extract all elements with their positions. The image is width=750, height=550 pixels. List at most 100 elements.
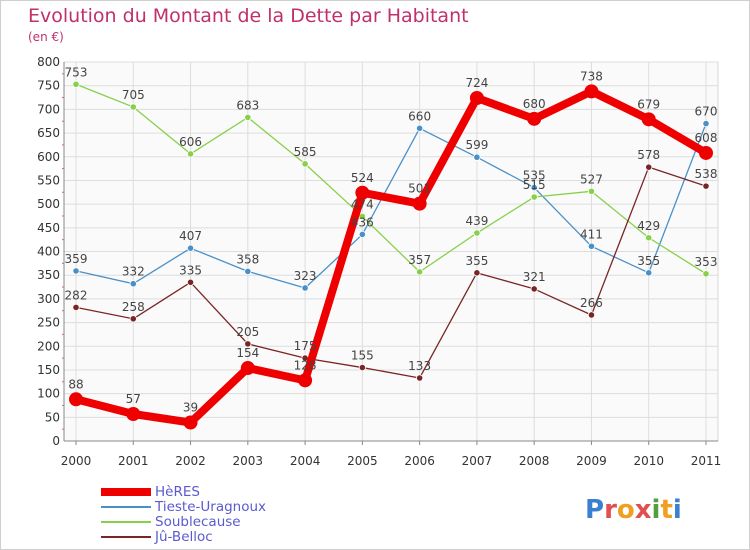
- y-tick-label: 350: [37, 268, 60, 282]
- data-label: 429: [637, 219, 660, 233]
- series-line-jû-belloc: [75, 166, 707, 379]
- data-point: [244, 113, 252, 122]
- data-point: [645, 269, 653, 277]
- data-point: [473, 229, 481, 237]
- data-point: [298, 373, 313, 388]
- data-point: [72, 80, 80, 88]
- legend-label: Jû-Belloc: [155, 529, 213, 545]
- data-point: [129, 280, 137, 288]
- data-label: 705: [122, 88, 145, 102]
- x-tick-label: 2009: [576, 454, 607, 468]
- data-point: [186, 244, 195, 252]
- legend-label: HèRES: [155, 484, 200, 500]
- data-point: [416, 268, 424, 276]
- legend-swatch: [101, 536, 151, 538]
- data-label: 578: [637, 148, 660, 162]
- data-label: 323: [294, 269, 317, 283]
- x-tick-label: 2004: [290, 454, 321, 468]
- data-label: 738: [580, 69, 603, 83]
- logo-letter: t: [660, 495, 673, 525]
- logo-letter: P: [585, 495, 605, 525]
- data-label: 585: [294, 145, 317, 159]
- data-label: 355: [465, 254, 488, 268]
- data-point: [244, 340, 252, 348]
- data-point: [702, 119, 710, 128]
- data-point: [645, 234, 653, 242]
- y-tick-label: 400: [37, 245, 60, 259]
- data-label: 355: [637, 254, 660, 268]
- data-label: 501: [408, 182, 431, 196]
- data-label: 154: [236, 346, 259, 360]
- series-line-soublecause: [75, 83, 707, 275]
- data-label: 606: [179, 135, 202, 149]
- x-tick-label: 2000: [61, 454, 92, 468]
- data-point: [527, 111, 542, 126]
- data-point: [641, 112, 656, 127]
- y-tick-label: 200: [37, 339, 60, 353]
- data-label: 358: [236, 252, 259, 266]
- y-tick-label: 550: [37, 173, 60, 187]
- data-point: [530, 285, 538, 293]
- data-point: [530, 183, 538, 192]
- legend-item: Tieste-Uragnoux: [101, 499, 361, 515]
- x-tick-label: 2003: [233, 454, 264, 468]
- data-label: 474: [351, 197, 374, 211]
- data-point: [129, 315, 137, 323]
- logo-letter: r: [604, 495, 617, 525]
- x-tick-label: 2005: [347, 454, 378, 468]
- data-label: 357: [408, 253, 431, 267]
- data-point: [301, 160, 309, 168]
- data-label: 439: [465, 214, 488, 228]
- data-label: 321: [523, 270, 546, 284]
- data-point: [358, 230, 366, 239]
- data-label: 527: [580, 172, 603, 186]
- data-point: [645, 163, 653, 171]
- data-point: [473, 153, 481, 161]
- data-point: [186, 150, 195, 158]
- data-point: [355, 185, 370, 200]
- x-tick-label: 2002: [175, 454, 206, 468]
- data-label: 266: [580, 296, 603, 310]
- data-point: [699, 145, 713, 160]
- y-tick-label: 800: [37, 55, 60, 69]
- data-point: [301, 284, 309, 292]
- data-label: 515: [523, 178, 546, 192]
- chart-title: Evolution du Montant de la Dette par Hab…: [28, 5, 469, 27]
- y-tick-label: 700: [37, 102, 60, 116]
- logo-letter: o: [616, 495, 635, 525]
- legend-swatch: [101, 506, 151, 508]
- legend-item: Jû-Belloc: [101, 529, 361, 545]
- data-label: 524: [351, 171, 374, 185]
- x-tick-label: 2006: [404, 454, 435, 468]
- legend-swatch: [101, 488, 151, 496]
- y-tick-label: 650: [37, 126, 60, 140]
- data-label: 128: [294, 358, 317, 372]
- data-label: 359: [65, 252, 88, 266]
- y-tick-label: 150: [37, 363, 60, 377]
- logo-letter: i: [672, 495, 682, 525]
- data-label: 608: [695, 131, 718, 145]
- legend-item: Soublecause: [101, 514, 361, 530]
- data-point: [587, 311, 596, 319]
- data-point: [416, 124, 424, 132]
- data-point: [186, 278, 195, 286]
- data-point: [469, 91, 484, 106]
- y-tick-label: 0: [52, 434, 60, 448]
- y-tick-label: 600: [37, 150, 60, 164]
- data-point: [412, 196, 427, 211]
- legend-swatch: [101, 521, 151, 523]
- data-point: [183, 415, 198, 430]
- data-label: 535: [523, 169, 546, 183]
- data-point: [584, 84, 599, 99]
- legend-label: Soublecause: [155, 514, 241, 530]
- data-label: 660: [408, 109, 431, 123]
- y-tick-label: 50: [45, 410, 60, 424]
- data-point: [416, 374, 424, 382]
- data-point: [129, 103, 137, 111]
- data-label: 411: [580, 227, 603, 241]
- data-label: 538: [695, 167, 718, 181]
- data-label: 155: [351, 349, 374, 363]
- data-point: [69, 392, 83, 407]
